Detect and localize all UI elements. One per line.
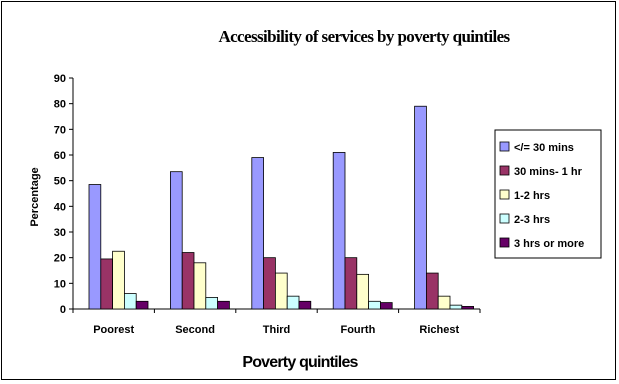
bar	[344, 257, 358, 310]
bar	[135, 300, 149, 310]
bar	[193, 262, 207, 310]
bar	[298, 300, 312, 310]
bar	[205, 297, 219, 310]
bar	[437, 295, 451, 310]
x-tick-label: Poorest	[93, 324, 134, 336]
legend-label: 30 mins- 1 hr	[514, 166, 583, 178]
bar	[263, 257, 276, 310]
legend-swatch	[499, 141, 510, 152]
legend-label: </= 30 mins	[514, 142, 574, 154]
x-axis-label: Poverty quintiles	[242, 354, 358, 371]
y-tick-label: 30	[54, 227, 66, 239]
y-tick-label: 60	[54, 150, 66, 162]
bar	[461, 306, 474, 310]
legend: </= 30 mins 30 mins- 1 hr 1-2 hrs 2-3 hrs 3 …	[494, 129, 602, 259]
y-tick-label: 90	[54, 73, 66, 85]
bar	[217, 300, 230, 310]
y-tick-label: 50	[54, 176, 66, 188]
legend-swatch	[499, 237, 510, 248]
bar	[332, 152, 346, 310]
bar	[112, 250, 125, 310]
plot-area: 0 10 20 30 40 50 60 70 80 90 Poorest Second Third Fou…	[54, 73, 481, 336]
legend-swatch	[499, 189, 510, 200]
y-tick-label: 0	[60, 304, 66, 316]
x-tick-label: Second	[175, 324, 215, 336]
bar	[274, 272, 288, 310]
x-tick-label: Third	[263, 324, 291, 336]
y-tick-label: 20	[54, 253, 66, 265]
y-axis-label: Percentage	[29, 167, 41, 226]
bar	[181, 252, 195, 310]
legend-label: 1-2 hrs	[514, 190, 550, 202]
bar	[368, 300, 381, 310]
bar	[88, 184, 102, 310]
bar	[425, 272, 439, 310]
y-tick-label: 80	[54, 99, 66, 111]
bar	[414, 105, 427, 310]
y-tick-label: 70	[54, 124, 66, 136]
bar	[251, 157, 265, 310]
bar	[124, 293, 137, 310]
legend-swatch	[499, 165, 510, 176]
bar	[379, 302, 393, 310]
legend-label: 2-3 hrs	[514, 214, 550, 226]
bar	[169, 171, 183, 310]
bar	[449, 304, 463, 310]
x-tick-label: Richest	[419, 324, 459, 336]
x-tick-label: Fourth	[340, 324, 375, 336]
chart-title: Accessibility of services by poverty qui…	[218, 27, 510, 46]
bar	[100, 258, 114, 310]
legend-label: 3 hrs or more	[514, 238, 584, 250]
bar	[356, 273, 369, 310]
y-tick-label: 40	[54, 201, 66, 213]
bar-chart: Accessibility of services by poverty qui…	[29, 27, 602, 371]
bar	[286, 295, 300, 310]
legend-swatch	[499, 213, 510, 224]
legend-frame	[494, 129, 602, 259]
y-tick-label: 10	[54, 278, 66, 290]
